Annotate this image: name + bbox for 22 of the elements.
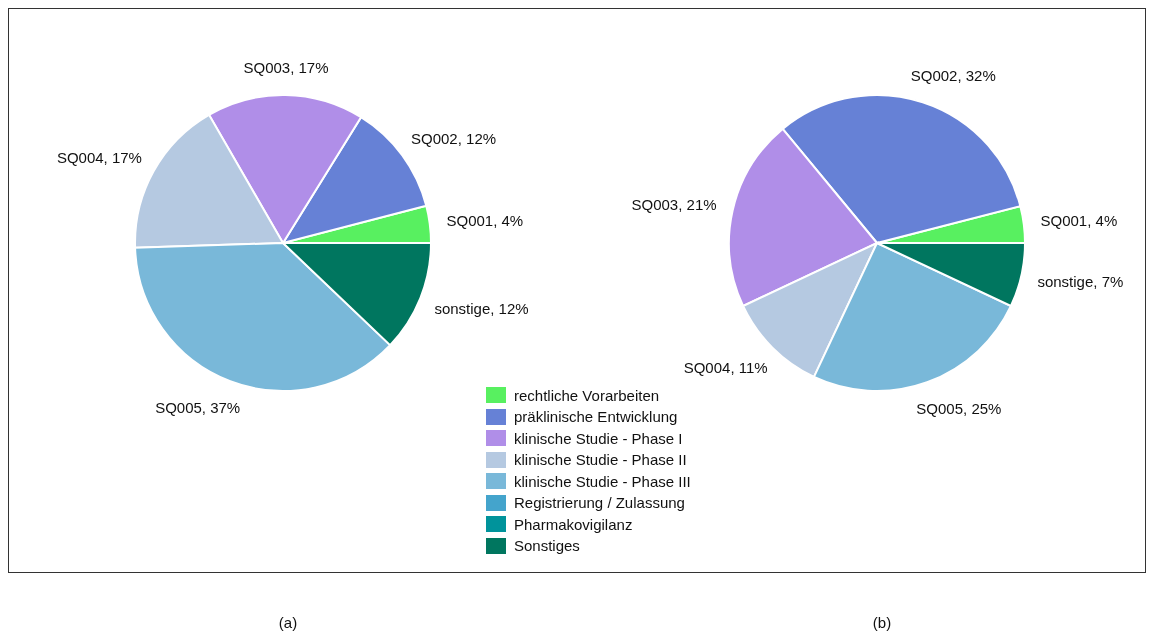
data-label: SQ001, 4% <box>1040 212 1118 230</box>
text: (b) <box>871 614 893 631</box>
data-label: SQ004, 11% <box>683 358 768 376</box>
data-label: SQ005, 25% <box>916 400 1002 418</box>
legend-label: Registrierung / Zulassung <box>514 494 685 512</box>
legend-label: Sonstiges <box>514 537 580 555</box>
legend-label: Pharmakovigilanz <box>514 515 633 533</box>
legend-label: rechtliche Vorarbeiten <box>514 386 660 404</box>
data-label: SQ001, 4% <box>446 212 524 230</box>
data-label: SQ002, 12% <box>411 130 497 148</box>
data-label: SQ003, 21% <box>631 196 717 214</box>
data-label: sonstige, 12% <box>434 299 529 317</box>
legend-label: präklinische Entwicklung <box>514 408 678 426</box>
data-label: sonstige, 7% <box>1037 272 1124 290</box>
legend-label: klinische Studie - Phase I <box>514 429 683 447</box>
data-label: SQ003, 17% <box>243 58 329 76</box>
data-label: SQ004, 17% <box>56 148 142 166</box>
data-label: SQ002, 32% <box>910 67 996 85</box>
data-label: SQ005, 37% <box>155 398 241 416</box>
text: (a) <box>277 614 299 631</box>
legend-label: klinische Studie - Phase II <box>514 451 687 469</box>
legend-label: klinische Studie - Phase III <box>514 472 691 490</box>
